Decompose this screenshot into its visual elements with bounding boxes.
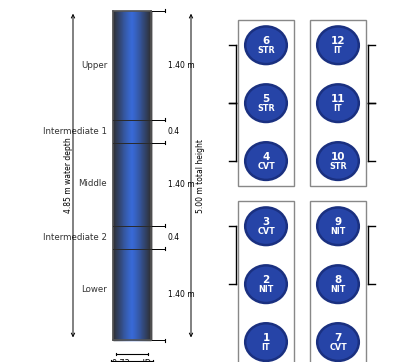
Circle shape [245, 265, 287, 303]
Circle shape [317, 265, 359, 303]
Bar [130, 11, 131, 340]
Text: NIT: NIT [258, 285, 274, 294]
Bar [122, 11, 123, 340]
Bar [120, 11, 121, 340]
Circle shape [317, 142, 359, 180]
Bar [133, 11, 134, 340]
Bar [119, 11, 120, 340]
Bar [310, 20, 366, 186]
Text: 3: 3 [262, 217, 270, 227]
Text: 5: 5 [262, 94, 270, 104]
Bar [238, 20, 294, 186]
Text: STR: STR [329, 162, 347, 171]
Bar [310, 201, 366, 362]
Text: 0.4: 0.4 [168, 127, 180, 136]
Bar [118, 11, 119, 340]
Text: 5.00 m total height: 5.00 m total height [196, 139, 205, 212]
Bar [131, 11, 132, 340]
Bar [147, 11, 148, 340]
Text: CVT: CVT [257, 227, 275, 236]
Circle shape [317, 26, 359, 64]
Circle shape [317, 323, 359, 361]
Text: 1.40 m: 1.40 m [168, 61, 194, 70]
Text: 7: 7 [334, 333, 342, 343]
Text: STR: STR [257, 46, 275, 55]
Text: Lower: Lower [81, 285, 107, 294]
Bar [135, 11, 136, 340]
Bar [141, 11, 142, 340]
Bar [121, 11, 122, 340]
Text: Middle: Middle [78, 179, 107, 188]
Circle shape [317, 207, 359, 245]
Bar [144, 11, 145, 340]
Bar [134, 11, 135, 340]
Bar [142, 11, 143, 340]
Circle shape [245, 207, 287, 245]
Bar [114, 11, 115, 340]
Bar [138, 11, 139, 340]
Text: 11: 11 [331, 94, 345, 104]
Text: STR: STR [257, 104, 275, 113]
Bar [117, 11, 118, 340]
Text: Upper: Upper [81, 61, 107, 70]
Bar [150, 11, 151, 340]
Text: 1: 1 [262, 333, 270, 343]
Circle shape [245, 26, 287, 64]
Bar [146, 11, 147, 340]
Text: 6: 6 [262, 36, 270, 46]
Text: 0.4: 0.4 [168, 233, 180, 242]
Circle shape [245, 142, 287, 180]
Bar [128, 11, 129, 340]
Text: NIT: NIT [330, 285, 346, 294]
Bar [148, 11, 149, 340]
Text: CVT: CVT [257, 162, 275, 171]
Text: IT: IT [334, 104, 342, 113]
Bar [129, 11, 130, 340]
Bar [136, 11, 137, 340]
Text: Intermediate 1: Intermediate 1 [43, 127, 107, 136]
Bar [140, 11, 141, 340]
Bar [139, 11, 140, 340]
Text: Intermediate 2: Intermediate 2 [43, 233, 107, 242]
Text: 2: 2 [262, 275, 270, 285]
Circle shape [245, 84, 287, 122]
Circle shape [245, 323, 287, 361]
Circle shape [317, 84, 359, 122]
Bar [113, 11, 114, 340]
Text: 12: 12 [331, 36, 345, 46]
Bar [145, 11, 146, 340]
Text: 1.40 m: 1.40 m [168, 290, 194, 299]
Bar [116, 11, 117, 340]
Text: 9: 9 [334, 217, 342, 227]
Bar [143, 11, 144, 340]
Text: IT: IT [262, 343, 270, 352]
Bar [137, 11, 138, 340]
Text: 0.73 m ID: 0.73 m ID [112, 359, 152, 362]
Bar [123, 11, 124, 340]
Bar [126, 11, 127, 340]
Bar [127, 11, 128, 340]
Text: 4: 4 [262, 152, 270, 162]
Text: NIT: NIT [330, 227, 346, 236]
Text: 4.85 m water depth: 4.85 m water depth [64, 138, 73, 214]
Bar [124, 11, 125, 340]
Bar [149, 11, 150, 340]
Text: 8: 8 [334, 275, 342, 285]
Bar [115, 11, 116, 340]
Bar [132, 11, 133, 340]
Text: CVT: CVT [329, 343, 347, 352]
Bar [125, 11, 126, 340]
Text: 10: 10 [331, 152, 345, 162]
Bar [238, 201, 294, 362]
Text: 1.40 m: 1.40 m [168, 180, 194, 189]
Text: IT: IT [334, 46, 342, 55]
